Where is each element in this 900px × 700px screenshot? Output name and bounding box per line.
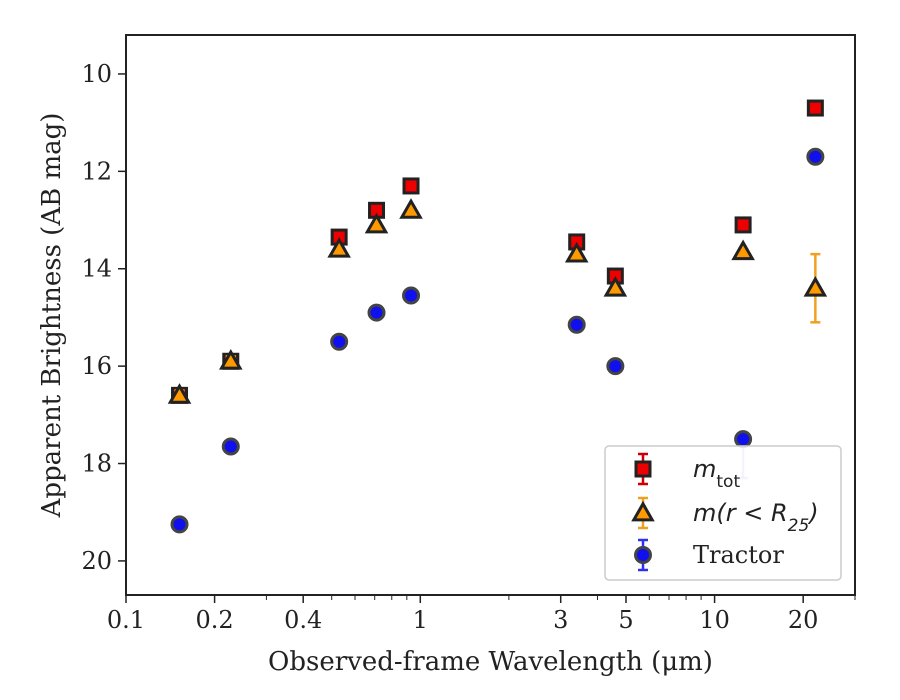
- data-point: [603, 275, 628, 297]
- data-point: [567, 315, 586, 334]
- x-tick-label: 10: [699, 606, 730, 634]
- data-point: [564, 241, 589, 263]
- legend-box: [604, 445, 842, 581]
- data-point: [734, 216, 752, 234]
- data-point: [364, 212, 389, 234]
- legend-entry: Tractor: [634, 538, 784, 572]
- y-tick-label: 10: [81, 60, 112, 88]
- data-point: [402, 177, 420, 195]
- legend-label: m(r < R25): [693, 499, 819, 536]
- series-circle: [170, 147, 825, 534]
- legend-marker: [631, 500, 655, 522]
- data-point: [806, 147, 825, 166]
- data-point: [170, 515, 189, 534]
- x-tick-label: 3: [553, 606, 568, 634]
- data-point: [367, 303, 386, 322]
- data-marks: [167, 99, 828, 534]
- legend-marker: [634, 546, 652, 564]
- legend-label: Tractor: [693, 541, 784, 569]
- series-triangle: [167, 198, 828, 404]
- x-tick-label: 20: [788, 606, 819, 634]
- data-point: [402, 286, 421, 305]
- x-tick-label: 0.4: [284, 606, 322, 634]
- data-point: [803, 275, 828, 297]
- y-tick-label: 20: [81, 547, 112, 575]
- y-tick-label: 12: [81, 157, 112, 185]
- data-point: [806, 99, 824, 117]
- data-point: [606, 357, 625, 376]
- y-axis-ticks: 10 12 14 16 18 20: [81, 60, 126, 575]
- legend-entry: m(r < R25): [631, 496, 819, 536]
- x-axis-ticks: 0.1 0.2 0.4 1 3 5 10 20: [107, 595, 856, 634]
- x-tick-label: 0.1: [107, 606, 145, 634]
- y-tick-label: 16: [81, 352, 112, 380]
- legend: mtot m(r < R25) Tractor: [604, 445, 842, 581]
- data-point: [734, 430, 753, 449]
- legend-entry: mtot: [634, 452, 740, 492]
- data-point: [221, 437, 240, 456]
- y-tick-label: 14: [81, 255, 112, 283]
- data-point: [399, 198, 423, 219]
- x-tick-label: 5: [618, 606, 633, 634]
- data-point: [731, 239, 755, 261]
- x-axis-title: Observed-frame Wavelength (μm): [268, 647, 713, 677]
- y-tick-label: 18: [81, 450, 112, 478]
- x-tick-label: 0.2: [196, 606, 234, 634]
- y-axis-title: Apparent Brightness (AB mag): [37, 113, 67, 519]
- data-point: [218, 349, 243, 370]
- legend-label: mtot: [693, 455, 740, 492]
- data-point: [167, 383, 192, 404]
- data-point: [327, 237, 351, 258]
- data-point: [330, 332, 349, 351]
- x-tick-label: 1: [413, 606, 428, 634]
- legend-marker: [634, 460, 652, 478]
